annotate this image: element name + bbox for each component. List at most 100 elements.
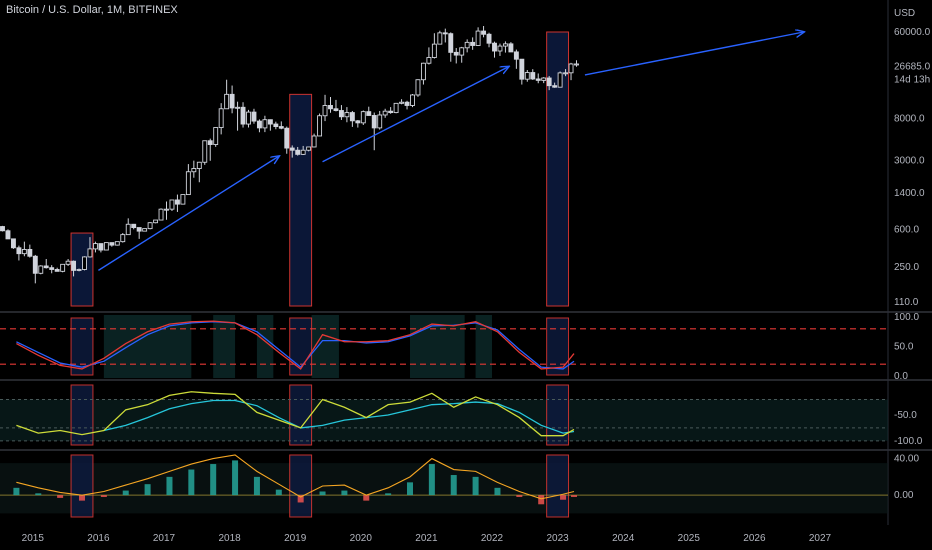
candle-body <box>185 171 191 196</box>
highlight-box-main <box>70 232 94 307</box>
axes: USD 60000.0 26685.0 8000.0 3000.0 1400.0 600.0… <box>22 8 931 544</box>
candle-body <box>251 111 257 122</box>
candle-body <box>71 260 77 271</box>
candle-body <box>464 41 470 49</box>
candle-body <box>235 106 241 109</box>
candle-body <box>502 43 508 47</box>
histogram-envelope-line <box>16 454 575 500</box>
candle-body <box>420 62 426 81</box>
histogram-bar <box>122 490 129 496</box>
candle-body <box>54 269 60 272</box>
time-tick-label: 2021 <box>415 533 438 544</box>
price-tick-label: 60000.0 <box>894 27 931 38</box>
candle-body <box>366 111 372 116</box>
candle-body <box>431 43 437 58</box>
candle-body <box>38 265 44 274</box>
highlight-box-panel <box>289 384 313 446</box>
time-tick-label: 2026 <box>743 533 766 544</box>
rsi-tick-label: 100.0 <box>894 312 919 323</box>
candle-body <box>338 110 344 118</box>
histogram-bar <box>407 482 413 496</box>
highlight-box-panel <box>70 317 94 376</box>
histogram-bar <box>188 469 195 496</box>
candle-body <box>60 263 66 272</box>
histogram-bar <box>450 475 457 496</box>
candle-body <box>426 57 432 64</box>
histogram-bar <box>35 493 42 496</box>
candle-body <box>87 248 93 258</box>
time-tick-label: 2015 <box>22 533 45 544</box>
highlight-box-panel <box>70 454 94 518</box>
candle-body <box>43 265 49 269</box>
highlight-box-main <box>546 31 570 307</box>
candle-body <box>393 102 399 114</box>
candle-body <box>262 119 268 129</box>
candle-body <box>415 79 421 96</box>
candle-body <box>174 199 180 205</box>
candle-body <box>541 77 547 81</box>
candle-body <box>530 72 536 80</box>
candle-body <box>10 238 16 249</box>
histogram-bar <box>79 495 85 501</box>
candle-body <box>21 249 27 255</box>
candle-body <box>574 63 579 66</box>
candle-body <box>82 256 87 270</box>
histogram-tick-label: 40.00 <box>894 454 919 465</box>
candle-body <box>453 51 459 56</box>
histogram-band <box>0 463 888 514</box>
candle-body <box>202 140 208 163</box>
candle-body <box>136 227 142 232</box>
rsi-shaded-range <box>311 315 339 378</box>
indicator-panels <box>0 320 888 505</box>
candle-body <box>65 260 71 265</box>
candle-body <box>284 127 290 149</box>
candlestick-series <box>0 26 579 284</box>
candle-body <box>125 223 131 236</box>
candle-body <box>333 108 339 111</box>
candle-body <box>267 119 273 125</box>
candle-body <box>448 33 454 53</box>
rsi-signal-line <box>16 321 575 370</box>
histogram-bar <box>210 464 217 496</box>
highlight-box-panel <box>546 317 570 376</box>
highlight-box-panel <box>546 454 570 518</box>
histogram-bar <box>428 464 435 496</box>
candle-body <box>273 123 279 128</box>
candle-body <box>322 105 328 117</box>
histogram-bar <box>538 495 545 505</box>
candle-body <box>328 105 333 110</box>
pane-backgrounds <box>0 0 932 525</box>
oscillator-signal-line <box>103 399 575 434</box>
candle-body <box>229 93 235 109</box>
rsi-tick-label: 0.0 <box>894 371 908 382</box>
candle-body <box>563 72 569 75</box>
candle-body <box>535 78 541 81</box>
candle-body <box>27 249 33 257</box>
candle-body <box>120 234 126 243</box>
time-tick-label: 2023 <box>546 533 569 544</box>
candle-body <box>546 77 552 87</box>
candle-body <box>410 94 415 106</box>
candle-body <box>109 242 115 246</box>
oscillator-band <box>0 399 888 441</box>
candle-body <box>557 72 563 88</box>
price-tick-label: 600.0 <box>894 224 919 235</box>
highlight-box-panel <box>70 384 94 446</box>
candle-body <box>508 43 514 53</box>
candle-body <box>142 228 148 232</box>
rsi-shaded-range <box>213 315 236 378</box>
histogram-bar <box>275 489 282 496</box>
highlight-box-main <box>289 93 313 307</box>
candle-body <box>289 147 295 151</box>
price-tick-label: 8000.0 <box>894 113 925 124</box>
rsi-tick-label: 50.0 <box>894 342 914 353</box>
oscillator-main-line <box>16 391 575 437</box>
price-tick-label: 110.0 <box>894 297 919 308</box>
histogram-bar <box>166 476 173 496</box>
candle-body <box>513 51 519 60</box>
oscillator-tick-label: -50.0 <box>894 410 917 421</box>
candle-body <box>256 120 262 129</box>
time-tick-label: 2022 <box>481 533 504 544</box>
countdown-label: 14d 13h <box>894 75 930 86</box>
